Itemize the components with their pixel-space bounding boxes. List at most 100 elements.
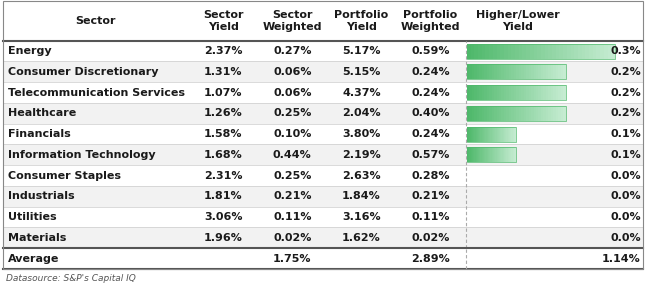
Bar bbox=[534, 85, 536, 100]
Text: Higher/Lower: Higher/Lower bbox=[476, 10, 559, 20]
Bar bbox=[478, 127, 479, 142]
Bar bbox=[501, 147, 503, 162]
Bar bbox=[3, 186, 643, 207]
Text: 0.1%: 0.1% bbox=[610, 150, 641, 160]
Text: Sector: Sector bbox=[272, 10, 313, 20]
Bar bbox=[483, 127, 484, 142]
Bar bbox=[585, 44, 589, 58]
Bar bbox=[497, 64, 499, 79]
Bar bbox=[563, 85, 566, 100]
Bar bbox=[467, 147, 516, 162]
Bar bbox=[519, 106, 521, 121]
Text: Average: Average bbox=[8, 254, 60, 264]
Bar bbox=[567, 44, 570, 58]
Bar bbox=[501, 127, 503, 142]
Bar bbox=[514, 147, 515, 162]
Bar bbox=[494, 64, 497, 79]
Bar bbox=[485, 44, 489, 58]
Bar bbox=[477, 127, 478, 142]
Bar bbox=[479, 64, 482, 79]
Bar bbox=[481, 127, 482, 142]
Bar bbox=[488, 127, 489, 142]
Text: 0.21%: 0.21% bbox=[412, 191, 450, 201]
Bar bbox=[472, 64, 474, 79]
Bar bbox=[537, 44, 541, 58]
Bar bbox=[563, 64, 566, 79]
Bar bbox=[472, 85, 474, 100]
Text: 1.31%: 1.31% bbox=[204, 67, 242, 77]
Bar bbox=[493, 44, 497, 58]
Text: Weighted: Weighted bbox=[401, 22, 460, 33]
Bar bbox=[516, 64, 519, 79]
Text: Yield: Yield bbox=[208, 22, 238, 33]
Bar bbox=[486, 147, 488, 162]
Text: Portfolio: Portfolio bbox=[403, 10, 457, 20]
Bar bbox=[472, 127, 473, 142]
Text: Weighted: Weighted bbox=[262, 22, 322, 33]
Bar bbox=[500, 44, 504, 58]
Bar bbox=[474, 106, 477, 121]
Bar bbox=[477, 64, 479, 79]
Bar bbox=[515, 127, 516, 142]
Bar bbox=[484, 147, 485, 162]
Bar bbox=[3, 103, 643, 124]
Bar bbox=[524, 106, 526, 121]
Text: 0.11%: 0.11% bbox=[273, 212, 311, 222]
Bar bbox=[514, 127, 515, 142]
Bar bbox=[486, 106, 489, 121]
Text: 0.2%: 0.2% bbox=[610, 88, 641, 97]
Bar bbox=[506, 147, 508, 162]
Text: 0.24%: 0.24% bbox=[411, 67, 450, 77]
Bar bbox=[494, 127, 495, 142]
Text: 0.24%: 0.24% bbox=[411, 88, 450, 97]
Bar bbox=[484, 64, 486, 79]
Bar bbox=[505, 127, 506, 142]
Bar bbox=[521, 106, 524, 121]
Bar bbox=[545, 44, 548, 58]
Bar bbox=[508, 147, 509, 162]
Bar bbox=[552, 44, 556, 58]
Bar bbox=[546, 85, 548, 100]
Bar bbox=[534, 106, 536, 121]
Bar bbox=[495, 147, 497, 162]
Bar bbox=[541, 85, 543, 100]
Text: 0.11%: 0.11% bbox=[412, 212, 450, 222]
Text: 0.02%: 0.02% bbox=[273, 233, 311, 243]
Bar bbox=[493, 127, 494, 142]
Text: Consumer Staples: Consumer Staples bbox=[8, 171, 121, 181]
Text: Financials: Financials bbox=[8, 129, 71, 139]
Bar bbox=[503, 147, 504, 162]
Text: 1.14%: 1.14% bbox=[602, 254, 641, 264]
Bar bbox=[478, 44, 482, 58]
Bar bbox=[526, 85, 528, 100]
Bar bbox=[512, 127, 514, 142]
Bar bbox=[536, 106, 539, 121]
Bar bbox=[593, 44, 596, 58]
Bar bbox=[596, 44, 600, 58]
Bar bbox=[485, 127, 486, 142]
Bar bbox=[541, 106, 543, 121]
Bar bbox=[482, 44, 485, 58]
Bar bbox=[543, 85, 546, 100]
Bar bbox=[468, 127, 470, 142]
Bar bbox=[498, 127, 499, 142]
Bar bbox=[497, 85, 499, 100]
Text: 1.75%: 1.75% bbox=[273, 254, 311, 264]
Text: Information Technology: Information Technology bbox=[8, 150, 156, 160]
Bar bbox=[499, 127, 500, 142]
Bar bbox=[509, 106, 512, 121]
Bar bbox=[505, 147, 506, 162]
Bar bbox=[516, 106, 519, 121]
Bar bbox=[519, 44, 523, 58]
Bar bbox=[486, 127, 488, 142]
Bar bbox=[484, 127, 485, 142]
Text: 3.06%: 3.06% bbox=[204, 212, 242, 222]
Bar bbox=[508, 44, 512, 58]
Bar bbox=[539, 85, 541, 100]
Bar bbox=[475, 127, 477, 142]
Bar bbox=[3, 61, 643, 82]
Bar bbox=[494, 85, 497, 100]
Bar bbox=[468, 147, 470, 162]
Bar bbox=[501, 85, 504, 100]
Bar bbox=[543, 64, 546, 79]
